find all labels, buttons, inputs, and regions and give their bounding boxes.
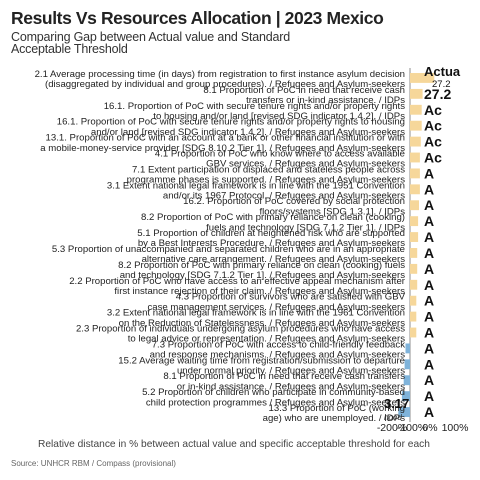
category-label: 16.1. Proportion of PoC with secure tenu… bbox=[57, 117, 405, 138]
category-label: 4.3 Proportion of survivors who are sati… bbox=[147, 292, 405, 313]
category-label: 15.2 Average waiting time from registrat… bbox=[118, 355, 405, 376]
category-label: 13.1. Proportion of PoC with an account … bbox=[40, 133, 405, 154]
bar-15 bbox=[410, 295, 417, 306]
bar-value-label: Ac bbox=[424, 102, 442, 118]
category-label: 8.1 Proportion of PoC in need that recei… bbox=[203, 85, 405, 106]
category-label: 3.2 Extent national legal framework is i… bbox=[107, 308, 405, 329]
bar-18 bbox=[405, 343, 410, 354]
bar-14 bbox=[410, 279, 418, 290]
bar-17 bbox=[410, 327, 417, 338]
bar-value-label: Ac bbox=[424, 134, 442, 150]
bar-9 bbox=[410, 200, 419, 211]
bar-value-label: A bbox=[424, 293, 434, 309]
x-tick-label: 0% bbox=[422, 422, 437, 434]
source-note: Source: UNHCR RBM / Compass (provisional… bbox=[11, 459, 176, 468]
annotation-text: hood bbox=[384, 413, 402, 422]
x-tick-label: 100% bbox=[442, 422, 469, 434]
category-label: 8.2 Proportion of PoC with primary relia… bbox=[141, 212, 405, 233]
bar-value-label: A bbox=[424, 197, 434, 213]
category-label: 5.3 Proportion of unaccompanied and sepa… bbox=[52, 244, 405, 265]
bar-16 bbox=[410, 311, 417, 322]
bar-value-label: A bbox=[424, 213, 434, 229]
bar-value-label: A bbox=[424, 309, 434, 325]
x-tick-label: -200% bbox=[377, 422, 407, 434]
category-label: 7.1 Extent participation of displaced an… bbox=[127, 164, 406, 185]
bar-value-label: A bbox=[424, 325, 434, 341]
category-label: 2.1 Average processing time (in days) fr… bbox=[35, 69, 406, 90]
bar-3 bbox=[410, 104, 422, 115]
category-label: 4.1 Proportion of PoC who know where to … bbox=[155, 149, 405, 170]
bar-value-label: A bbox=[424, 229, 434, 245]
bar-7 bbox=[410, 168, 420, 179]
bar-21 bbox=[401, 391, 410, 402]
category-label: 5.1 Proportion of children at heightened… bbox=[137, 228, 405, 249]
bar-value-label: Actua bbox=[424, 64, 461, 79]
bar-1 bbox=[410, 73, 435, 83]
bar-6 bbox=[410, 152, 420, 163]
bar-20 bbox=[403, 375, 410, 386]
annotation-value: 3.17 bbox=[384, 396, 409, 411]
bar-19 bbox=[404, 359, 410, 370]
bar-value-label: Ac bbox=[424, 118, 442, 134]
category-label: 7.3 Proportion of PoC with access to chi… bbox=[150, 339, 406, 360]
category-label: 16.1. Proportion of PoC with secure tenu… bbox=[104, 101, 405, 122]
bar-12 bbox=[410, 248, 418, 258]
x-tick-label: -100% bbox=[397, 422, 427, 434]
bar-5 bbox=[410, 136, 421, 147]
bar-2 bbox=[410, 88, 423, 99]
chart-subtitle: Comparing Gap between Actual value and S… bbox=[11, 30, 290, 56]
category-label: 8.2 Proportion of PoC with primary relia… bbox=[118, 260, 405, 281]
bar-8 bbox=[410, 184, 420, 195]
bar-value-label: A bbox=[424, 181, 434, 197]
bar-10 bbox=[410, 216, 419, 227]
bar-value-label: 27.2 bbox=[432, 79, 451, 90]
bar-22 bbox=[398, 407, 410, 417]
bar-value-label: A bbox=[424, 340, 434, 356]
bar-13 bbox=[410, 263, 418, 274]
category-label: 8.1 Proportion of PoC in need that recei… bbox=[163, 371, 405, 392]
bar-value-label: A bbox=[424, 356, 434, 372]
bar-value-label: A bbox=[424, 372, 434, 388]
category-label: 3.1 Extent national legal framework is i… bbox=[107, 180, 405, 201]
bar-value-label: A bbox=[424, 245, 434, 261]
bar-value-label: Ac bbox=[424, 150, 442, 166]
category-label: 5.2 Proportion of children who participa… bbox=[142, 387, 405, 408]
category-label: 2.3 Proportion of individuals undergoing… bbox=[76, 324, 405, 345]
bar-value-label: A bbox=[424, 165, 434, 181]
category-label: 2.2 Proportion of PoC who have access to… bbox=[69, 276, 406, 297]
x-axis-label: Relative distance in % between actual va… bbox=[38, 439, 430, 450]
bar-value-label: 27.2 bbox=[424, 86, 451, 102]
bar-value-label: A bbox=[424, 388, 434, 404]
bar-value-label: A bbox=[424, 277, 434, 293]
category-label: 16.2. Proportion of PoC covered by socia… bbox=[183, 196, 405, 217]
bar-4 bbox=[410, 120, 422, 131]
bar-value-label: A bbox=[424, 404, 434, 420]
bar-value-label: A bbox=[424, 261, 434, 277]
category-label: 13.3 Proportion of PoC (working age) who … bbox=[263, 403, 406, 424]
chart-title: Results Vs Resources Allocation | 2023 M… bbox=[11, 8, 384, 28]
bar-11 bbox=[410, 232, 419, 242]
